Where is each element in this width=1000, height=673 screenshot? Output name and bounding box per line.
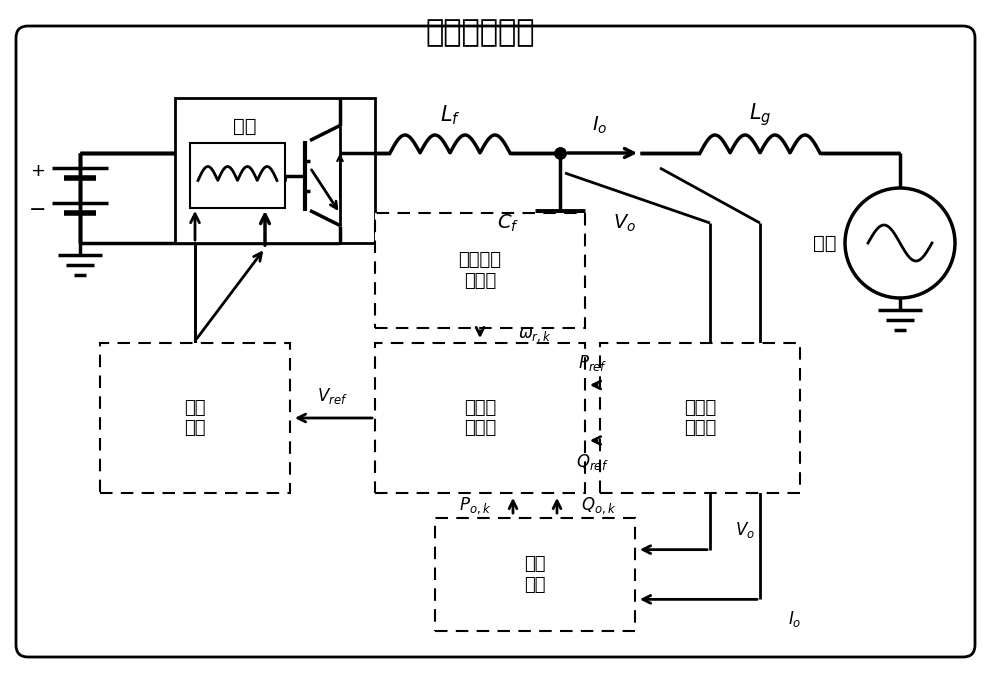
Bar <box>175 98 375 243</box>
Text: 基准功
率计算: 基准功 率计算 <box>684 398 716 437</box>
Bar <box>190 143 285 208</box>
Bar <box>375 343 585 493</box>
Text: 功率
计算: 功率 计算 <box>524 555 546 594</box>
Text: $V_o$: $V_o$ <box>735 520 755 540</box>
Text: 电网: 电网 <box>813 234 837 252</box>
Bar <box>600 343 800 493</box>
Text: +: + <box>30 162 46 180</box>
Text: $L_f$: $L_f$ <box>440 103 460 127</box>
Bar <box>435 518 635 631</box>
Text: 改进并
网控制: 改进并 网控制 <box>464 398 496 437</box>
FancyBboxPatch shape <box>16 26 975 657</box>
Text: 基准角频
率计算: 基准角频 率计算 <box>458 251 502 290</box>
Text: $P_{ref}$: $P_{ref}$ <box>578 353 607 373</box>
Text: 驱动: 驱动 <box>233 116 257 135</box>
Text: $Q_{ref}$: $Q_{ref}$ <box>576 452 609 472</box>
Text: $Q_{o,k}$: $Q_{o,k}$ <box>581 495 617 516</box>
Text: $P_{o,k}$: $P_{o,k}$ <box>459 495 491 516</box>
Bar <box>375 213 585 328</box>
Bar <box>100 343 290 493</box>
Text: $I_o$: $I_o$ <box>788 609 802 629</box>
Text: −: − <box>29 200 47 220</box>
Text: $V_{ref}$: $V_{ref}$ <box>317 386 348 406</box>
Text: $C_f$: $C_f$ <box>497 213 519 234</box>
Text: $I_o$: $I_o$ <box>592 114 608 136</box>
Text: $L_g$: $L_g$ <box>749 102 771 129</box>
Text: $\omega_{r,k}$: $\omega_{r,k}$ <box>518 326 552 345</box>
Text: $V_o$: $V_o$ <box>613 213 637 234</box>
Text: 电压源逆变器: 电压源逆变器 <box>425 18 535 48</box>
Text: 电压
控制: 电压 控制 <box>184 398 206 437</box>
